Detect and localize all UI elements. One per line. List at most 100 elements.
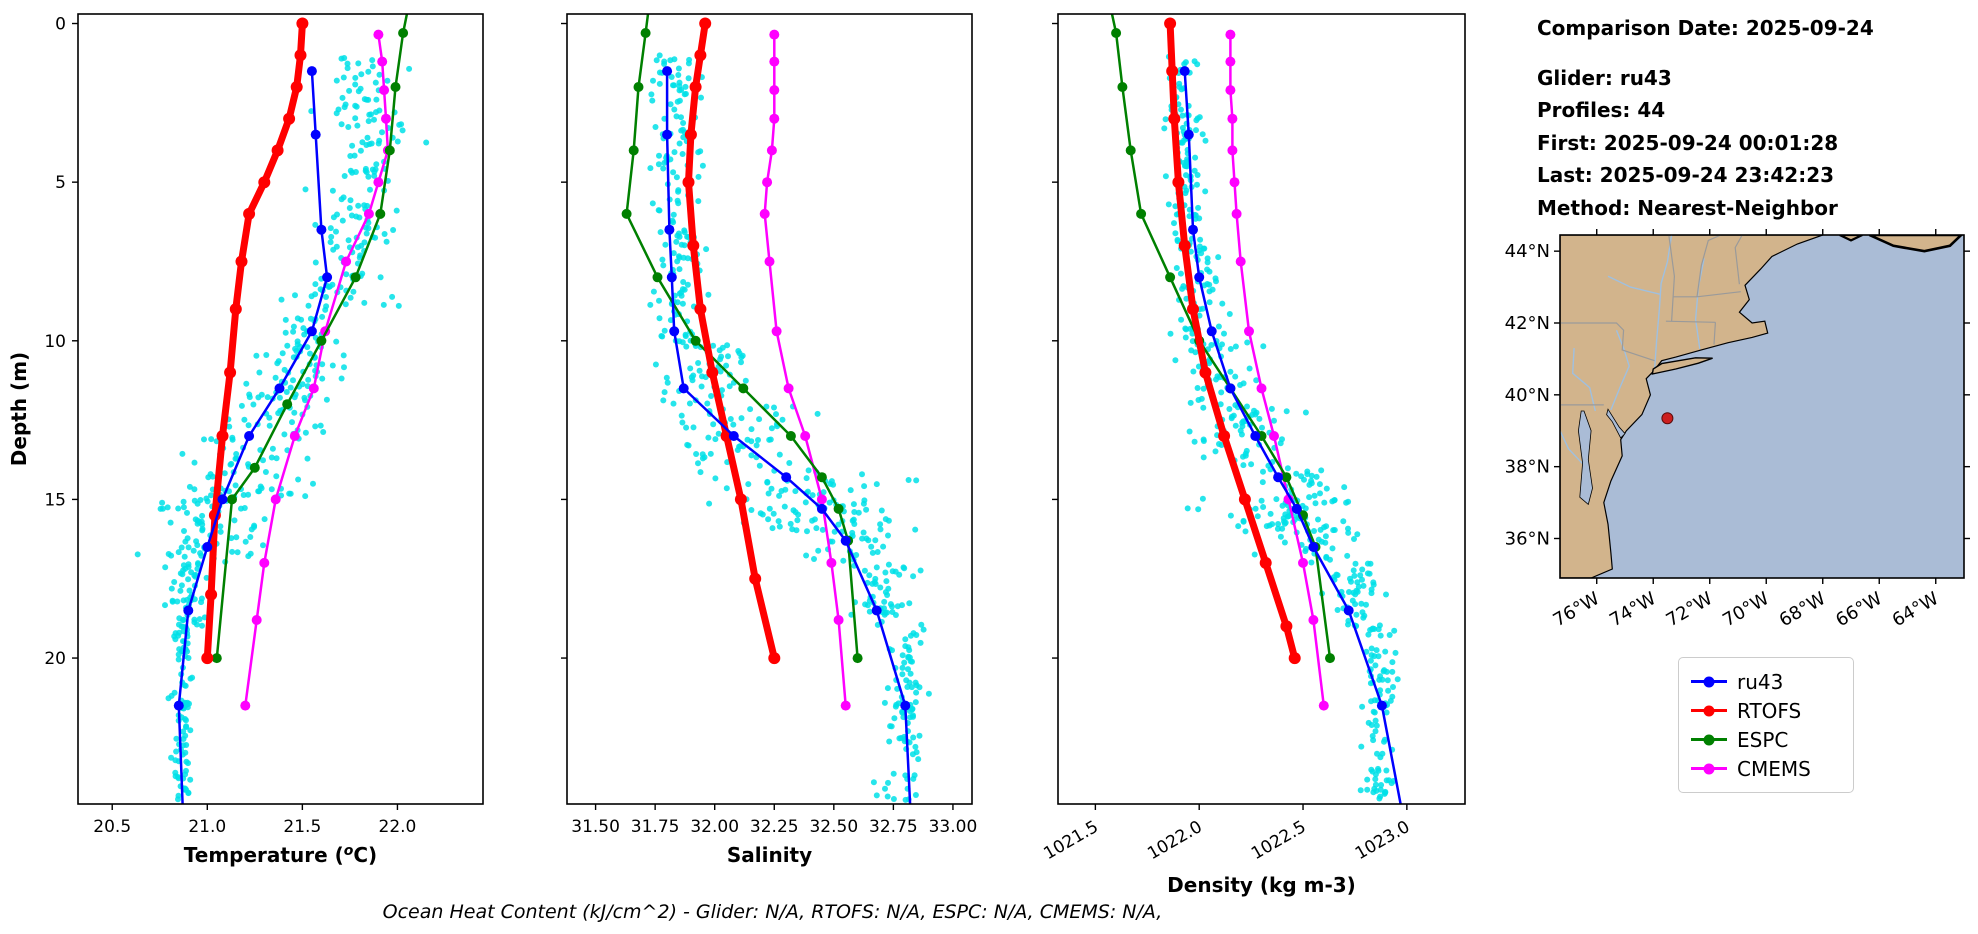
legend-dot-cmems-icon bbox=[1703, 763, 1715, 774]
salinity-y-axis bbox=[561, 22, 567, 659]
salinity-series-rtofs bbox=[682, 17, 781, 665]
svg-text:44°N: 44°N bbox=[1505, 241, 1550, 262]
salinity-axes-frame bbox=[566, 13, 973, 805]
salinity-series-espc bbox=[621, 14, 863, 664]
svg-text:38°N: 38°N bbox=[1505, 457, 1550, 478]
legend: ru43 RTOFS ESPC CMEMS bbox=[1678, 657, 1854, 793]
density-x-axis: 1021.5 1022.0 1022.5 1023.0 bbox=[1040, 804, 1413, 864]
svg-text:1023.0: 1023.0 bbox=[1352, 817, 1414, 864]
density-x-label: Density (kg m-3) bbox=[1167, 873, 1356, 897]
profiles-count-text: Profiles: 44 bbox=[1537, 98, 1666, 123]
map-river bbox=[1610, 329, 1630, 411]
svg-text:20: 20 bbox=[44, 649, 66, 669]
method-text: Method: Nearest-Neighbor bbox=[1537, 195, 1838, 220]
svg-text:33.00: 33.00 bbox=[929, 817, 978, 837]
map-glider-location-marker bbox=[1661, 412, 1674, 425]
map-state-border bbox=[1668, 235, 1676, 322]
info-panel: Comparison Date: 2025-09-24 Glider: ru43… bbox=[1537, 12, 1874, 225]
legend-label-cmems: CMEMS bbox=[1737, 756, 1811, 781]
temperature-glider-scatter bbox=[134, 55, 430, 803]
map-river bbox=[1571, 348, 1596, 412]
temperature-y-label: Depth (m) bbox=[7, 352, 31, 466]
legend-entry-cmems: CMEMS bbox=[1691, 754, 1841, 783]
svg-text:32.75: 32.75 bbox=[869, 817, 918, 837]
svg-text:5: 5 bbox=[55, 173, 66, 193]
map-state-border bbox=[1560, 322, 1655, 362]
temperature-series-espc bbox=[211, 14, 409, 664]
map-state-border bbox=[1696, 235, 1722, 297]
legend-label-rtofs: RTOFS bbox=[1737, 698, 1802, 723]
svg-text:68°W: 68°W bbox=[1776, 588, 1830, 631]
svg-text:31.50: 31.50 bbox=[571, 817, 620, 837]
density-glider-scatter bbox=[1161, 53, 1401, 802]
svg-text:10: 10 bbox=[44, 332, 66, 352]
svg-text:1022.5: 1022.5 bbox=[1248, 817, 1310, 864]
map-frame bbox=[1559, 234, 1965, 579]
map-river bbox=[1653, 235, 1673, 370]
svg-text:1021.5: 1021.5 bbox=[1040, 817, 1102, 864]
map-land-new-brunswick bbox=[1839, 235, 1863, 242]
map-state-border bbox=[1713, 322, 1716, 345]
map-chesapeake-bay bbox=[1577, 410, 1593, 506]
chart-density: 1021.5 1022.0 1022.5 1023.0 Density (kg m-3) bbox=[1040, 13, 1466, 897]
salinity-series-cmems bbox=[759, 29, 851, 711]
last-profile-time-text: Last: 2025-09-24 23:42:23 bbox=[1537, 163, 1835, 188]
legend-entry-ru43: ru43 bbox=[1691, 667, 1841, 696]
legend-entry-rtofs: RTOFS bbox=[1691, 696, 1841, 725]
legend-line-ru43-icon bbox=[1691, 676, 1727, 687]
svg-text:21.0: 21.0 bbox=[188, 817, 226, 837]
map-delaware-bay bbox=[1606, 408, 1626, 439]
location-map: 44°N 42°N 40°N 38°N 36°N 76°W 74°W 72°W 70°W 68°W… bbox=[1505, 229, 1970, 631]
map-river bbox=[1694, 258, 1705, 349]
svg-text:40°N: 40°N bbox=[1505, 385, 1550, 406]
chart-salinity: 31.50 31.75 32.00 32.25 32.50 32.75 33.00 Salin… bbox=[561, 13, 977, 867]
svg-text:72°W: 72°W bbox=[1663, 588, 1717, 631]
svg-text:66°W: 66°W bbox=[1832, 588, 1886, 631]
density-series-cmems bbox=[1225, 29, 1329, 711]
temperature-x-label: Temperature (oC) bbox=[184, 843, 377, 867]
svg-text:15: 15 bbox=[44, 490, 66, 510]
temperature-y-axis: 0 5 10 15 20 bbox=[44, 15, 78, 669]
svg-text:36°N: 36°N bbox=[1505, 528, 1550, 549]
svg-text:21.5: 21.5 bbox=[283, 817, 321, 837]
svg-text:42°N: 42°N bbox=[1505, 313, 1550, 334]
map-land-long-island bbox=[1651, 357, 1713, 375]
svg-text:31.75: 31.75 bbox=[631, 817, 680, 837]
svg-text:32.25: 32.25 bbox=[750, 817, 799, 837]
chart-temperature: 20.5 21.0 21.5 22.0 0 5 10 15 20 Temperature (oC)… bbox=[7, 13, 484, 867]
density-series-rtofs bbox=[1164, 17, 1301, 665]
svg-text:1022.0: 1022.0 bbox=[1144, 817, 1206, 864]
svg-text:20.5: 20.5 bbox=[93, 817, 131, 837]
map-state-border bbox=[1665, 320, 1716, 323]
svg-text:22.0: 22.0 bbox=[379, 817, 417, 837]
temperature-series-rtofs bbox=[201, 17, 309, 665]
svg-text:74°W: 74°W bbox=[1606, 588, 1660, 631]
density-axes-frame bbox=[1057, 13, 1466, 805]
legend-label-ru43: ru43 bbox=[1737, 669, 1784, 694]
glider-name-text: Glider: ru43 bbox=[1537, 65, 1672, 90]
legend-entry-espc: ESPC bbox=[1691, 725, 1841, 754]
density-series-ru43 bbox=[1179, 66, 1402, 804]
legend-line-espc-icon bbox=[1691, 734, 1727, 745]
temperature-axes-frame bbox=[77, 13, 484, 805]
legend-dot-espc-icon bbox=[1703, 734, 1715, 745]
salinity-x-label: Salinity bbox=[727, 843, 812, 867]
temperature-x-axis: 20.5 21.0 21.5 22.0 bbox=[93, 804, 416, 837]
svg-text:70°W: 70°W bbox=[1719, 588, 1773, 631]
salinity-x-axis: 31.50 31.75 32.00 32.25 32.50 32.75 33.00 bbox=[571, 804, 977, 837]
legend-line-cmems-icon bbox=[1691, 763, 1727, 774]
info-spacer bbox=[1537, 45, 1874, 62]
salinity-series-ru43 bbox=[662, 66, 912, 804]
temperature-series-cmems bbox=[240, 29, 393, 711]
map-land-nova-scotia bbox=[1868, 235, 1964, 253]
map-river bbox=[1560, 430, 1586, 468]
comparison-date-text: Comparison Date: 2025-09-24 bbox=[1537, 16, 1874, 40]
map-state-border bbox=[1734, 235, 1743, 285]
legend-line-rtofs-icon bbox=[1691, 705, 1727, 716]
temperature-series-ru43 bbox=[173, 66, 333, 804]
map-river bbox=[1607, 275, 1661, 295]
svg-text:64°W: 64°W bbox=[1889, 588, 1943, 631]
legend-label-espc: ESPC bbox=[1737, 727, 1789, 752]
